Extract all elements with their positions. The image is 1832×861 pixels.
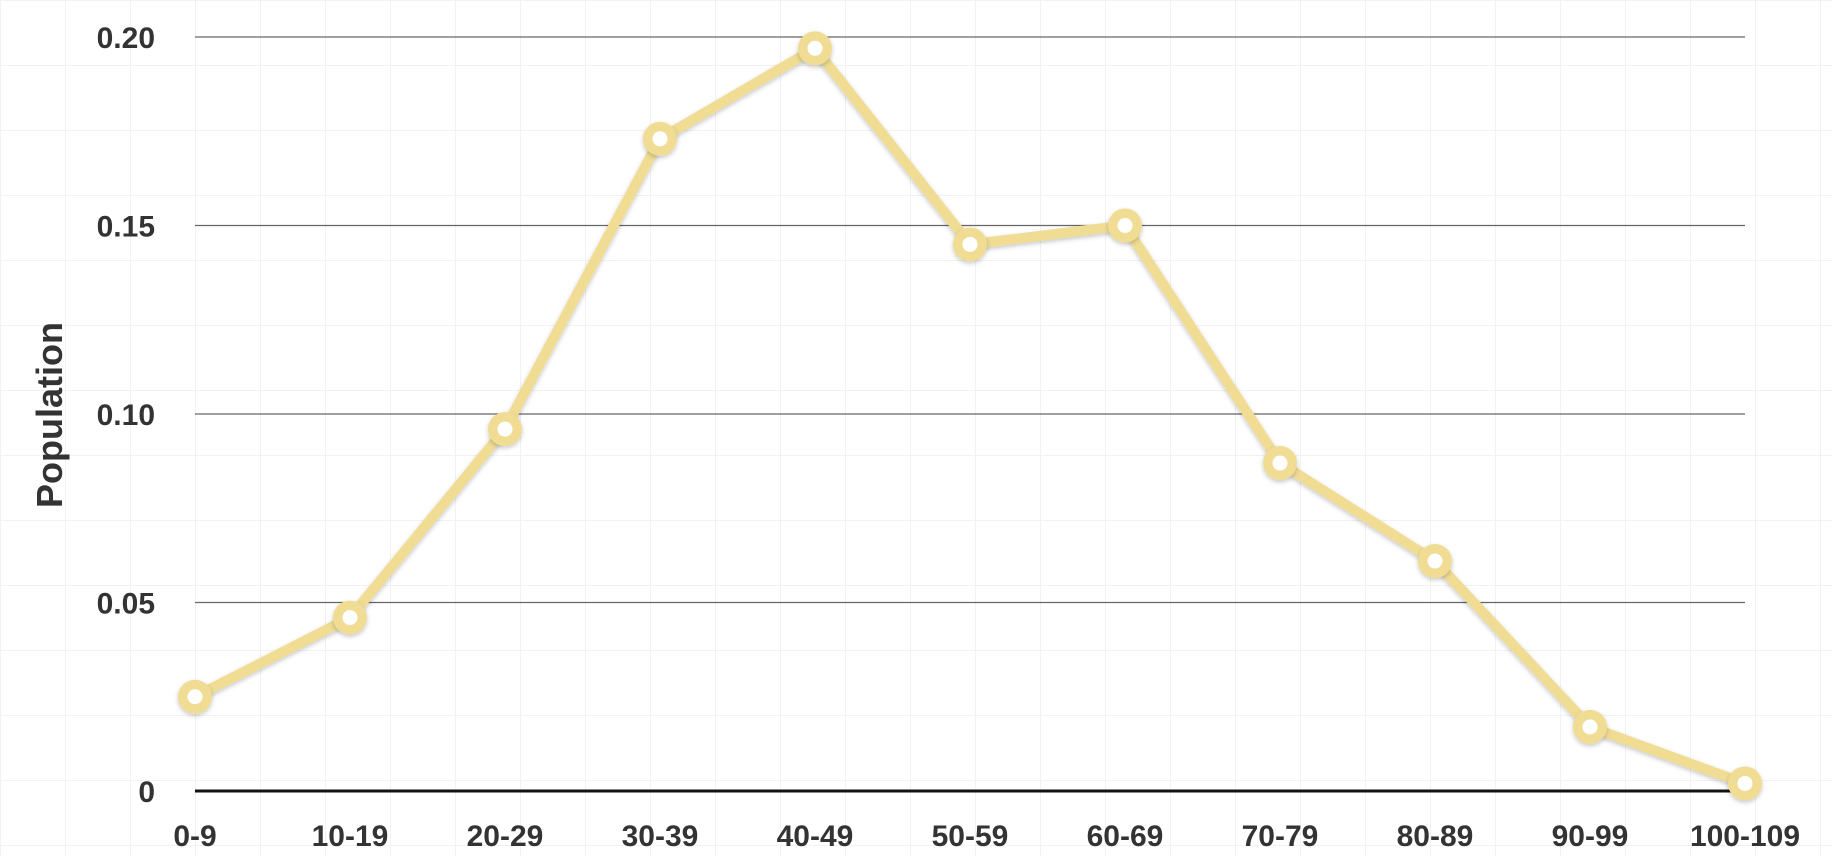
data-point-center bbox=[1427, 553, 1443, 569]
data-point bbox=[178, 679, 212, 714]
x-tick-label: 40-49 bbox=[777, 820, 854, 853]
x-tick-label: 100-109 bbox=[1690, 820, 1800, 853]
y-tick-label: 0.10 bbox=[97, 399, 155, 432]
data-point bbox=[1573, 709, 1607, 744]
data-point-center bbox=[1737, 775, 1753, 791]
x-tick-label: 20-29 bbox=[467, 820, 544, 853]
x-axis-tick-labels: 0-9 10-19 20-29 30-39 40-49 50-59 60-69 70-79 80… bbox=[173, 820, 1800, 853]
y-tick-label: 0.20 bbox=[97, 22, 155, 55]
data-point bbox=[1263, 446, 1297, 481]
data-point bbox=[953, 227, 987, 262]
x-tick-label: 0-9 bbox=[173, 820, 216, 853]
x-tick-label: 60-69 bbox=[1087, 820, 1164, 853]
data-point-center bbox=[1272, 455, 1288, 471]
y-axis-tick-labels: 0 0.05 0.10 0.15 0.20 bbox=[97, 22, 155, 809]
data-point bbox=[1418, 544, 1452, 579]
data-point-center bbox=[1582, 719, 1598, 735]
data-point-center bbox=[962, 236, 978, 252]
data-point bbox=[1728, 766, 1762, 801]
x-tick-label: 80-89 bbox=[1397, 820, 1474, 853]
data-point-center bbox=[187, 689, 203, 705]
y-tick-label: 0.15 bbox=[97, 211, 155, 244]
data-point-center bbox=[342, 610, 358, 626]
data-point bbox=[488, 412, 522, 447]
data-point bbox=[643, 121, 677, 156]
data-point-center bbox=[1117, 218, 1133, 233]
y-tick-label: 0 bbox=[138, 776, 155, 809]
data-point bbox=[798, 31, 832, 66]
data-point-center bbox=[652, 131, 668, 147]
data-point bbox=[333, 600, 367, 635]
data-point bbox=[1108, 208, 1142, 243]
x-tick-label: 50-59 bbox=[932, 820, 1009, 853]
data-point-center bbox=[497, 421, 513, 437]
series-group bbox=[178, 31, 1762, 801]
x-tick-label: 70-79 bbox=[1242, 820, 1319, 853]
data-point-center bbox=[807, 40, 823, 56]
x-tick-label: 10-19 bbox=[312, 820, 389, 853]
y-tick-label: 0.05 bbox=[97, 588, 155, 621]
gridlines bbox=[195, 36, 1745, 604]
x-tick-label: 90-99 bbox=[1552, 820, 1629, 853]
y-axis-title: Population bbox=[29, 322, 70, 508]
x-tick-label: 30-39 bbox=[622, 820, 699, 853]
